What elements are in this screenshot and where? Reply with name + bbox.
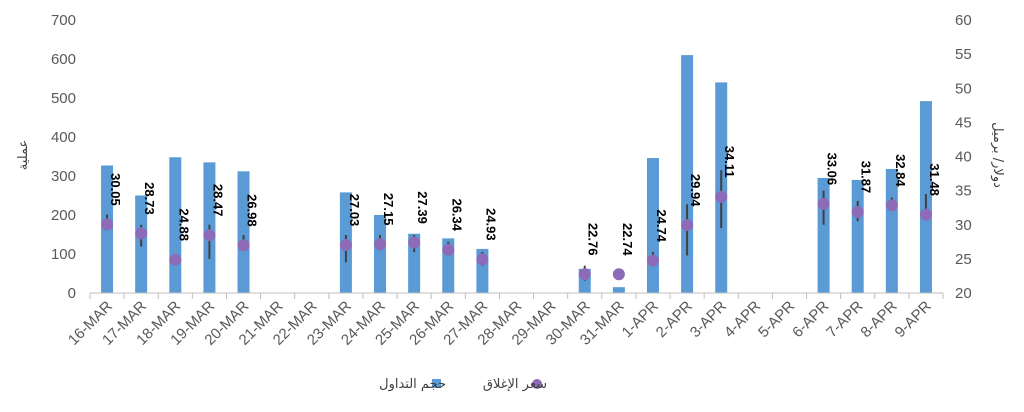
data-label-26-MAR: 26.34 bbox=[449, 198, 464, 231]
x-tick-label: 9-APR bbox=[892, 298, 935, 341]
y-right-tick-label: 60 bbox=[955, 12, 972, 29]
point-3-APR bbox=[715, 190, 728, 203]
legend-bar-swatch bbox=[432, 379, 441, 388]
x-tick-label: 8-APR bbox=[857, 298, 900, 341]
point-30-MAR bbox=[578, 268, 591, 281]
bar-8-APR bbox=[885, 168, 898, 293]
legend-dot-swatch bbox=[532, 379, 542, 389]
point-7-APR bbox=[851, 205, 864, 218]
point-18-MAR bbox=[169, 253, 182, 266]
x-tick-label: 1-APR bbox=[619, 298, 662, 341]
bar-24-MAR bbox=[374, 215, 387, 293]
data-label-6-APR: 33.06 bbox=[825, 153, 840, 186]
y-right-axis-title: دولار/ برميل bbox=[990, 122, 1005, 188]
x-tick-label: 4-APR bbox=[721, 298, 764, 341]
data-label-19-MAR: 28.47 bbox=[210, 184, 225, 217]
data-label-25-MAR: 27.39 bbox=[415, 191, 430, 224]
data-label-9-APR: 31.48 bbox=[927, 163, 942, 196]
y-left-tick-label: 300 bbox=[51, 168, 76, 185]
y-left-tick-label: 0 bbox=[68, 285, 76, 302]
data-label-27-MAR: 24.93 bbox=[483, 208, 498, 241]
point-1-APR bbox=[646, 254, 659, 267]
x-tick-label: 5-APR bbox=[755, 298, 798, 341]
y-right-tick-label: 45 bbox=[955, 114, 972, 131]
bar-2-APR bbox=[681, 55, 694, 293]
data-label-2-APR: 29.94 bbox=[688, 174, 703, 207]
y-right-tick-label: 30 bbox=[955, 217, 972, 234]
point-9-APR bbox=[919, 208, 932, 221]
y-right-tick-label: 50 bbox=[955, 80, 972, 97]
y-right-tick-label: 20 bbox=[955, 285, 972, 302]
y-left-tick-label: 600 bbox=[51, 51, 76, 68]
x-tick-label: 3-APR bbox=[687, 298, 730, 341]
y-right-tick-label: 55 bbox=[955, 46, 972, 63]
y-left-tick-label: 400 bbox=[51, 129, 76, 146]
bar-31-MAR bbox=[612, 287, 625, 293]
y-left-tick-label: 100 bbox=[51, 246, 76, 263]
point-6-APR bbox=[817, 197, 830, 210]
y-left-tick-label: 500 bbox=[51, 90, 76, 107]
y-left-tick-label: 700 bbox=[51, 12, 76, 29]
point-20-MAR bbox=[237, 239, 250, 252]
bar-7-APR bbox=[851, 179, 864, 293]
data-label-16-MAR: 30.05 bbox=[108, 173, 123, 206]
point-23-MAR bbox=[339, 239, 352, 252]
point-25-MAR bbox=[408, 236, 421, 249]
y-left-axis-title: عملية bbox=[16, 140, 31, 170]
x-tick-label: 2-APR bbox=[653, 298, 696, 341]
y-right-tick-label: 25 bbox=[955, 251, 972, 268]
data-label-24-MAR: 27.15 bbox=[381, 193, 396, 226]
x-tick-label: 7-APR bbox=[823, 298, 866, 341]
x-tick-label: 6-APR bbox=[789, 298, 832, 341]
point-27-MAR bbox=[476, 253, 489, 266]
data-label-31-MAR: 22.74 bbox=[620, 223, 635, 256]
point-2-APR bbox=[681, 219, 694, 232]
data-label-3-APR: 34.11 bbox=[722, 146, 737, 178]
data-label-30-MAR: 22.76 bbox=[586, 223, 601, 256]
data-label-17-MAR: 28.73 bbox=[142, 182, 157, 215]
y-left-tick-label: 200 bbox=[51, 207, 76, 224]
data-label-18-MAR: 24.88 bbox=[176, 208, 191, 241]
point-8-APR bbox=[885, 199, 898, 212]
legend-bar-label: حجم التداول bbox=[379, 377, 446, 392]
y-right-tick-label: 35 bbox=[955, 183, 972, 200]
legend: حجم التداول سعر الإغلاق bbox=[379, 377, 547, 392]
point-19-MAR bbox=[203, 229, 216, 242]
bar-20-MAR bbox=[237, 171, 250, 293]
data-label-20-MAR: 26.98 bbox=[245, 194, 260, 227]
data-label-23-MAR: 27.03 bbox=[347, 194, 362, 227]
point-31-MAR bbox=[612, 268, 625, 281]
point-26-MAR bbox=[442, 243, 455, 256]
data-label-7-APR: 31.87 bbox=[859, 161, 874, 194]
point-24-MAR bbox=[374, 238, 387, 251]
bar-25-MAR bbox=[408, 233, 421, 293]
point-16-MAR bbox=[101, 218, 114, 231]
data-label-8-APR: 32.84 bbox=[893, 154, 908, 187]
point-17-MAR bbox=[135, 227, 148, 240]
data-label-1-APR: 24.74 bbox=[654, 209, 669, 242]
y-right-tick-label: 40 bbox=[955, 149, 972, 166]
legend-dot-label: سعر الإغلاق bbox=[483, 377, 547, 392]
